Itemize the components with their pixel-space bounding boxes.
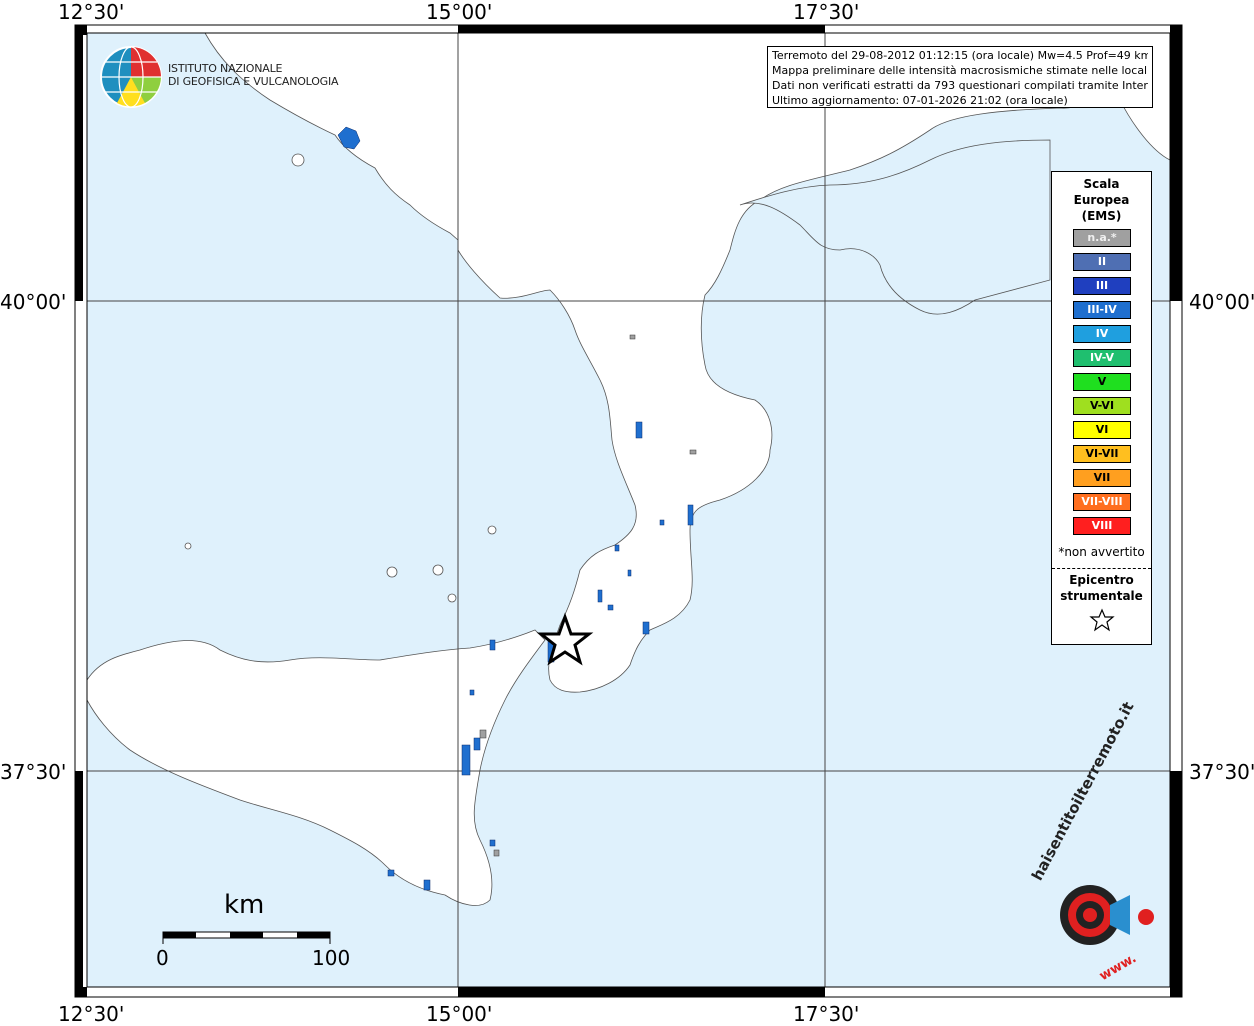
na-markers	[479, 334, 697, 857]
land-sicily	[86, 629, 546, 906]
legend-item: VI-VII	[1073, 445, 1131, 463]
legend-item: VI	[1073, 421, 1131, 439]
land-campania	[150, 32, 459, 241]
legend-item: VII-VIII	[1073, 493, 1131, 511]
ingv-logo	[100, 46, 162, 108]
institute-name: ISTITUTO NAZIONALE DI GEOFISICA E VULCAN…	[168, 62, 339, 88]
legend-title-line2: Europea	[1073, 193, 1130, 207]
legend-item: II	[1073, 253, 1131, 271]
lat-label-37-left: 37°30'	[0, 760, 67, 784]
institute-name-line2: DI GEOFISICA E VULCANOLOGIA	[168, 75, 339, 88]
event-info-line2: Mappa preliminare delle intensità macros…	[772, 64, 1148, 77]
legend-note: *non avvertito	[1058, 545, 1145, 559]
gulf-taranto	[739, 139, 1051, 315]
event-info-line1: Terremoto del 29-08-2012 01:12:15 (ora l…	[772, 49, 1148, 62]
legend-item: VII	[1073, 469, 1131, 487]
lon-label-right-bottom: 17°30'	[793, 1002, 860, 1026]
legend-separator	[1052, 568, 1151, 569]
brand-logo	[1060, 885, 1154, 945]
event-info-line4: Ultimo aggiornamento: 07-01-2026 21:02 (…	[772, 94, 1068, 107]
legend-item: V-VI	[1073, 397, 1131, 415]
lon-label-left-top: 12°30'	[58, 0, 125, 24]
lat-label-40-right: 40°00'	[1189, 290, 1254, 314]
lon-label-right-top: 17°30'	[793, 0, 860, 24]
legend-item: III-IV	[1073, 301, 1131, 319]
frame-ticks	[75, 25, 1182, 997]
scale-unit: km	[224, 890, 265, 920]
intensity-markers	[337, 126, 694, 891]
land-mainland	[457, 32, 1171, 693]
scale-max: 100	[312, 946, 351, 970]
legend-title: Scala Europea (EMS)	[1052, 176, 1151, 224]
lat-label-40-left: 40°00'	[0, 290, 67, 314]
island-ustica	[184, 542, 192, 550]
scale-bar	[162, 931, 331, 944]
legend-item: VIII	[1073, 517, 1131, 535]
intensity-legend: Scala Europea (EMS) n.a.* II III III-IV IV IV…	[1051, 171, 1152, 645]
lat-label-37-right: 37°30'	[1189, 760, 1254, 784]
island-alicudi	[386, 566, 398, 578]
institute-name-line1: ISTITUTO NAZIONALE	[168, 62, 283, 75]
legend-title-line1: Scala	[1083, 177, 1120, 191]
island-stromboli	[487, 525, 497, 535]
legend-epicenter-line1: Epicentro	[1069, 573, 1134, 587]
legend-epicenter-line2: strumentale	[1060, 589, 1143, 603]
epicenter-star	[536, 612, 594, 666]
lon-label-left-bottom: 12°30'	[58, 1002, 125, 1026]
event-info-box: Terremoto del 29-08-2012 01:12:15 (ora l…	[767, 46, 1153, 108]
island-ischia	[291, 153, 305, 167]
legend-item: IV	[1073, 325, 1131, 343]
event-info-line3: Dati non verificati estratti da 793 ques…	[772, 79, 1148, 92]
lon-label-center-bottom: 15°00'	[426, 1002, 493, 1026]
legend-item: III	[1073, 277, 1131, 295]
island-salina	[432, 564, 444, 576]
legend-title-line3: (EMS)	[1081, 209, 1122, 223]
scale-min: 0	[156, 946, 169, 970]
legend-item: V	[1073, 373, 1131, 391]
island-vulcano	[447, 593, 457, 603]
legend-item: n.a.*	[1073, 229, 1131, 247]
lon-label-center-top: 15°00'	[426, 0, 493, 24]
graticule	[87, 33, 1170, 987]
legend-item: IV-V	[1073, 349, 1131, 367]
legend-star-icon	[1089, 608, 1115, 632]
legend-epicenter-label: Epicentro strumentale	[1052, 572, 1151, 604]
